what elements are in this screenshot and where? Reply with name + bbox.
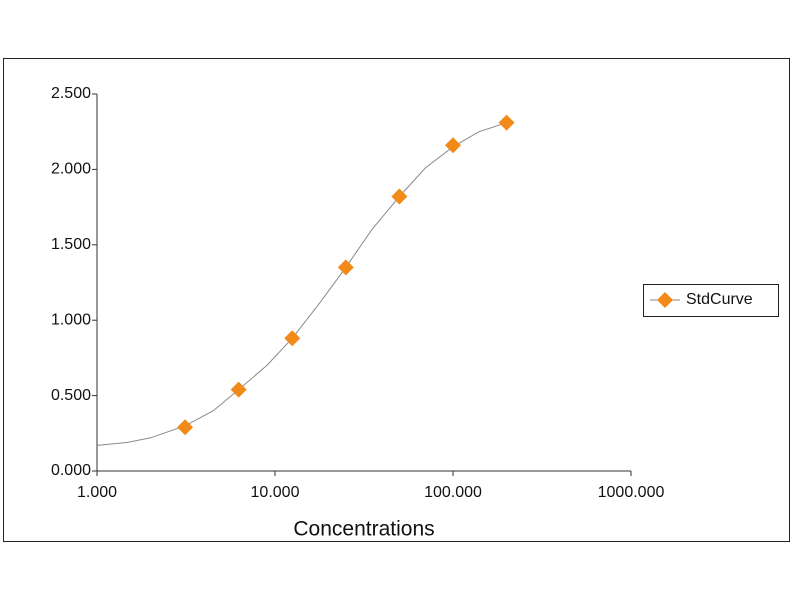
y-tick-label: 2.500 [51, 85, 91, 102]
legend-marker [657, 292, 673, 308]
x-tick-label: 1.000 [77, 484, 117, 501]
data-point [391, 188, 408, 205]
y-tick-label: 1.500 [51, 236, 91, 253]
legend-label: StdCurve [686, 291, 753, 308]
y-tick-label: 0.500 [51, 387, 91, 404]
x-tick-label: 10.000 [251, 484, 300, 501]
data-point [498, 114, 515, 131]
y-tick-label: 2.000 [51, 161, 91, 178]
y-tick-label: 1.000 [51, 311, 91, 328]
trendline [96, 122, 507, 446]
y-tick-label: 0.000 [51, 462, 91, 479]
x-tick-label: 1000.000 [598, 484, 665, 501]
x-tick-label: 100.000 [424, 484, 482, 501]
data-point [337, 259, 354, 276]
data-point [284, 330, 301, 347]
data-point [177, 419, 194, 436]
data-point [445, 137, 461, 154]
x-axis-title: Concentrations [293, 518, 434, 541]
data-point [230, 381, 247, 398]
